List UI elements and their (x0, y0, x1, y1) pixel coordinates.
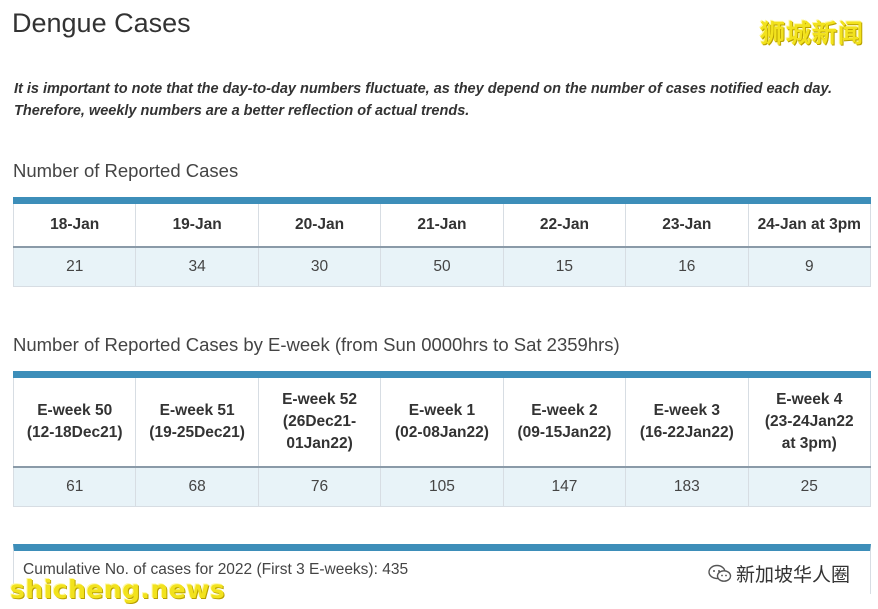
daily-header-cell: 23-Jan (625, 200, 749, 248)
page-title: Dengue Cases (12, 8, 191, 38)
eweek-header-line: (16-22Jan22) (639, 423, 734, 441)
eweek-cases-table: E-week 50 (12-18Dec21) E-week 51 (19-25D… (12, 371, 872, 507)
eweek-section-title: Number of Reported Cases by E-week (from… (13, 334, 620, 355)
watermark-wechat: 新加坡华人圈 (705, 560, 852, 587)
eweek-value-cell: 68 (135, 466, 259, 507)
eweek-header-line: at 3pm) (781, 434, 837, 452)
daily-header-cell: 18-Jan (12, 200, 137, 248)
watermark-wechat-text: 新加坡华人圈 (735, 564, 850, 586)
eweek-value-cell: 61 (12, 466, 137, 507)
daily-value-cell: 30 (257, 246, 382, 287)
daily-value-cell: 21 (12, 246, 137, 287)
eweek-header-cell: E-week 52 (26Dec21- 01Jan22) (257, 374, 382, 468)
eweek-header-cell: E-week 3 (16-22Jan22) (625, 374, 749, 468)
eweek-header-line: (02-08Jan22) (395, 423, 489, 441)
eweek-header-cell: E-week 50 (12-18Dec21) (12, 374, 137, 468)
eweek-header-line: E-week 50 (37, 401, 113, 419)
daily-cases-table: 18-Jan 19-Jan 20-Jan 21-Jan 22-Jan 23-Ja… (12, 197, 872, 287)
daily-value-cell: 16 (625, 246, 749, 287)
daily-header-cell: 19-Jan (135, 200, 259, 248)
wechat-icon (708, 564, 732, 582)
daily-header-cell: 24-Jan at 3pm (747, 200, 872, 248)
watermark-site: shicheng.news (10, 575, 226, 604)
fluctuation-note: It is important to note that the day-to-… (14, 78, 874, 122)
eweek-value-cell: 105 (380, 466, 504, 507)
daily-header-cell: 20-Jan (257, 200, 382, 248)
eweek-header-line: E-week 4 (776, 390, 843, 408)
eweek-value-cell: 147 (502, 466, 627, 507)
watermark-logo-top: 狮城新闻 (759, 19, 864, 48)
daily-section-title: Number of Reported Cases (13, 160, 239, 181)
daily-value-row: 21 34 30 50 15 16 9 (12, 246, 872, 287)
eweek-header-cell: E-week 2 (09-15Jan22) (502, 374, 627, 468)
eweek-header-line: E-week 51 (159, 401, 235, 419)
eweek-header-cell: E-week 4 (23-24Jan22 at 3pm) (747, 374, 872, 468)
eweek-value-cell: 76 (257, 466, 382, 507)
cumulative-text: Cumulative No. of cases for 2022 (First … (23, 561, 409, 578)
eweek-header-line: (12-18Dec21) (26, 423, 123, 441)
eweek-header-line: E-week 52 (282, 390, 358, 408)
eweek-value-cell: 183 (625, 466, 749, 507)
daily-value-cell: 15 (502, 246, 627, 287)
daily-header-row: 18-Jan 19-Jan 20-Jan 21-Jan 22-Jan 23-Ja… (12, 200, 872, 248)
eweek-header-line: 01Jan22) (286, 434, 353, 452)
eweek-header-row: E-week 50 (12-18Dec21) E-week 51 (19-25D… (12, 374, 872, 468)
eweek-header-line: (09-15Jan22) (517, 423, 612, 441)
daily-value-cell: 34 (135, 246, 259, 287)
note-line-1: It is important to note that the day-to-… (14, 81, 833, 97)
daily-value-cell: 50 (380, 246, 504, 287)
daily-header-cell: 22-Jan (502, 200, 627, 248)
eweek-header-cell: E-week 51 (19-25Dec21) (135, 374, 259, 468)
eweek-value-cell: 25 (747, 466, 872, 507)
eweek-header-line: (23-24Jan22 (764, 412, 854, 430)
daily-header-cell: 21-Jan (380, 200, 504, 248)
eweek-header-line: E-week 3 (653, 401, 720, 419)
eweek-header-line: E-week 1 (408, 401, 476, 419)
eweek-header-cell: E-week 1 (02-08Jan22) (380, 374, 504, 468)
eweek-value-row: 61 68 76 105 147 183 25 (12, 466, 872, 507)
eweek-header-line: (26Dec21- (282, 412, 357, 430)
note-line-2: Therefore, weekly numbers are a better r… (14, 103, 470, 119)
eweek-header-line: E-week 2 (531, 401, 598, 419)
eweek-header-line: (19-25Dec21) (149, 423, 245, 441)
daily-value-cell: 9 (747, 246, 872, 287)
